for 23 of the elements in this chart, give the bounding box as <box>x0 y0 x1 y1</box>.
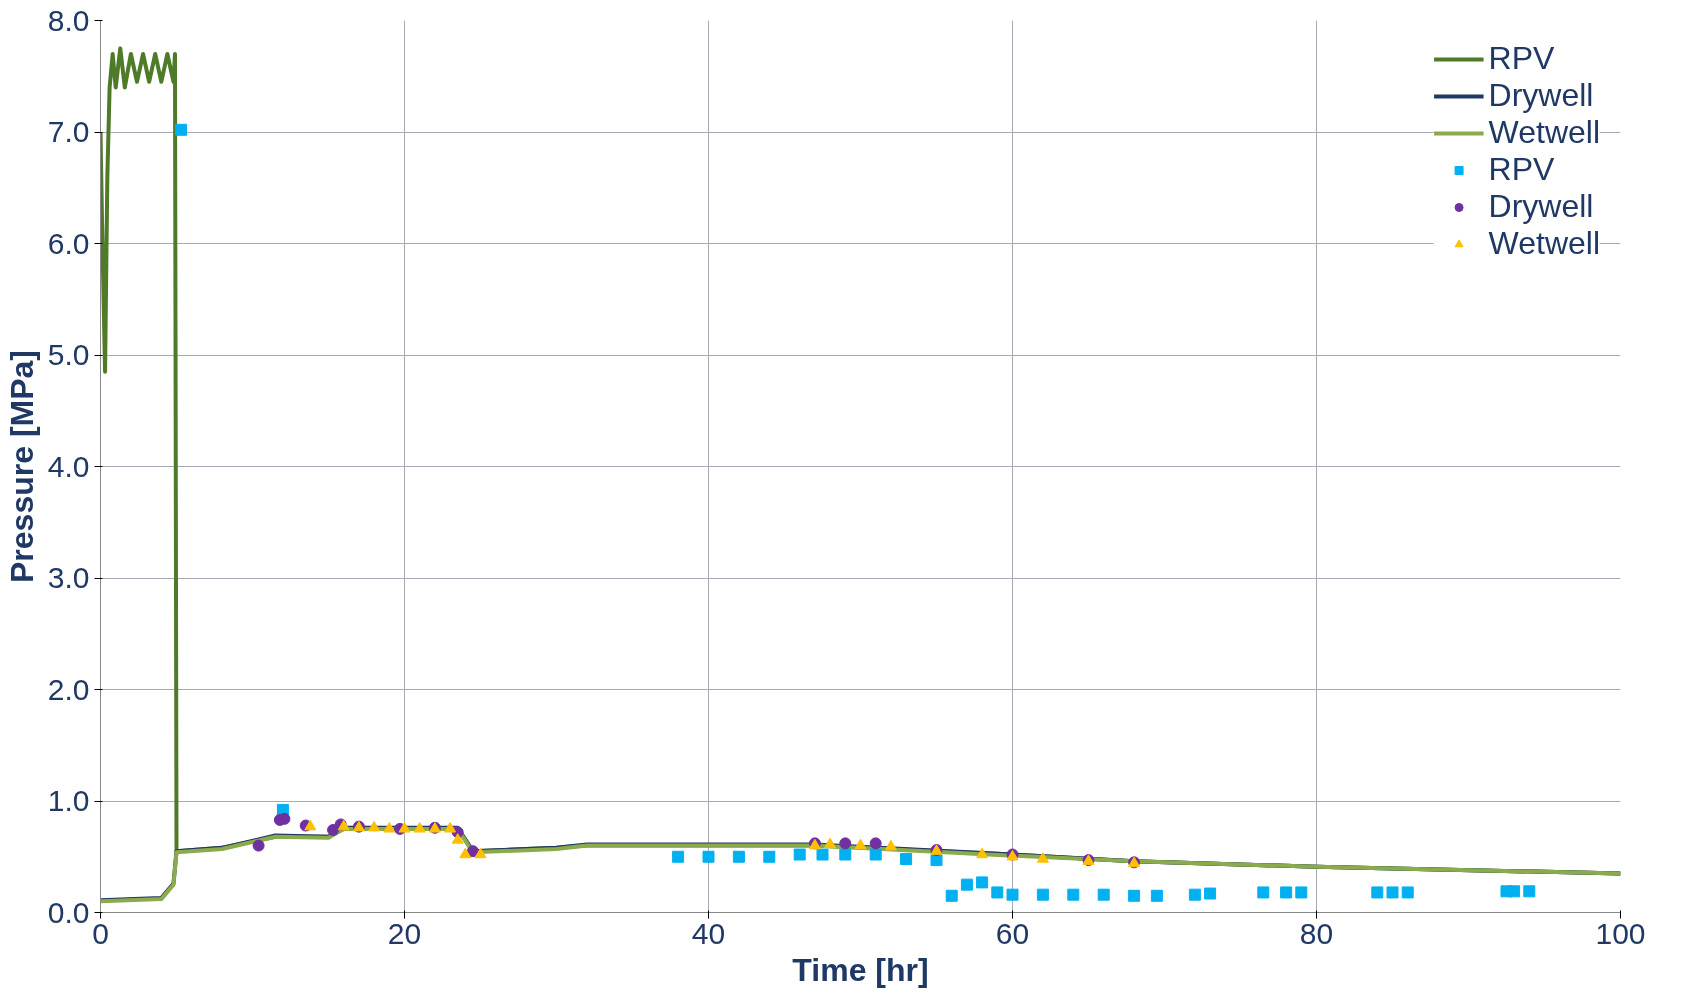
x-tick-label: 100 <box>1595 916 1646 950</box>
y-axis-title: Pressure [MPa] <box>3 350 40 583</box>
x-tick-label: 40 <box>691 916 726 950</box>
y-tick-label: 1.0 <box>47 784 90 817</box>
y-tick-label: 5.0 <box>47 338 90 371</box>
legend-label: RPV <box>1488 40 1555 77</box>
x-tick-label: 60 <box>995 916 1030 950</box>
x-tick-label: 20 <box>387 916 422 950</box>
legend-label: Wetwell <box>1488 114 1600 151</box>
y-tick-label: 7.0 <box>47 115 90 148</box>
y-tick-label: 6.0 <box>47 226 90 260</box>
y-tick-label: 4.0 <box>47 449 90 483</box>
x-tick-label: 0 <box>92 916 109 950</box>
y-tick-label: 2.0 <box>47 672 90 706</box>
legend-label: RPV <box>1488 151 1555 188</box>
legend-label: Drywell <box>1488 77 1594 114</box>
legend-label: Wetwell <box>1488 225 1600 262</box>
y-tick-label: 0.0 <box>47 895 90 929</box>
y-tick-label: 3.0 <box>47 561 90 594</box>
legend-label: Drywell <box>1488 188 1594 225</box>
y-tick-label: 8.0 <box>47 3 90 37</box>
x-tick-label: 80 <box>1299 916 1334 950</box>
x-axis-title: Time [hr] <box>792 951 929 988</box>
